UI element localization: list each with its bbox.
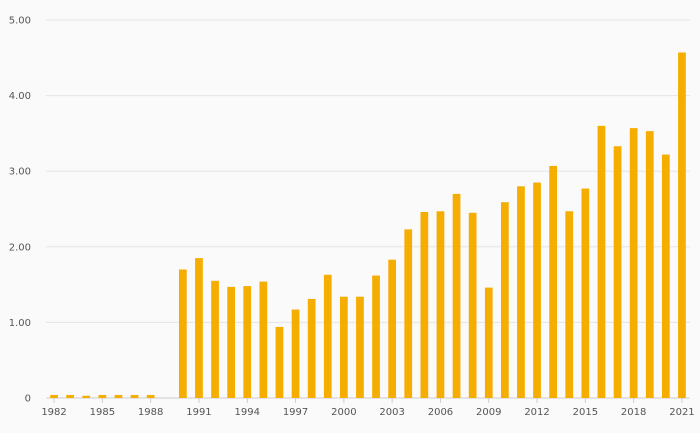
bar-2016: [597, 125, 606, 398]
bars: [50, 52, 686, 399]
x-tick-label: 2018: [621, 407, 646, 418]
y-tick-label: 2.00: [9, 242, 31, 253]
bar-2018: [629, 128, 638, 398]
bar-1993: [227, 286, 236, 398]
x-tick-label: 2006: [428, 407, 453, 418]
bar-1995: [259, 281, 268, 398]
bar-1982: [50, 394, 58, 398]
x-tick-label: 2003: [379, 407, 404, 418]
bar-1998: [307, 298, 316, 398]
bar-1994: [243, 286, 252, 398]
bar-2017: [613, 146, 622, 398]
bar-1999: [323, 274, 332, 398]
bar-2013: [549, 165, 558, 398]
y-tick-label: 3.00: [9, 167, 31, 178]
bar-1983: [66, 394, 75, 398]
bar-2019: [645, 131, 654, 398]
y-tick-label: 4.00: [9, 91, 31, 102]
bar-2004: [404, 229, 413, 398]
bar-1984: [82, 395, 91, 398]
y-tick-label: 1.00: [9, 318, 31, 329]
bar-2010: [500, 202, 509, 398]
bar-2003: [388, 259, 397, 398]
x-axis-ticks: 1982 1985 1988 1991 1994 1997 2000 2003 2006 2009…: [41, 398, 695, 418]
bar-1990: [178, 269, 187, 398]
x-tick-label: 1991: [186, 407, 211, 418]
bar-1991: [195, 258, 203, 398]
bar-1985: [98, 394, 107, 398]
y-axis-ticks: 0 1.00 2.00 3.00 4.00 5.00: [9, 16, 31, 405]
bar-2015: [581, 188, 590, 398]
bar-2006: [436, 211, 445, 398]
x-tick-label: 1994: [235, 407, 260, 418]
bar-1992: [211, 280, 219, 398]
x-tick-label: 1988: [138, 407, 163, 418]
x-tick-label: 1997: [283, 407, 308, 418]
bar-2021: [678, 52, 686, 399]
bar-1997: [291, 309, 300, 398]
bar-1986: [114, 394, 123, 398]
x-tick-label: 2021: [669, 407, 694, 418]
gridlines: [46, 19, 690, 399]
bar-2000: [339, 296, 348, 398]
bar-1988: [146, 394, 155, 398]
bar-2001: [356, 296, 364, 398]
bar-2011: [517, 186, 525, 398]
x-tick-label: 1982: [41, 407, 66, 418]
bar-2014: [565, 211, 574, 398]
bar-2005: [420, 212, 429, 398]
x-tick-label: 2000: [331, 407, 356, 418]
x-tick-label: 2012: [524, 407, 549, 418]
bar-1996: [275, 326, 284, 398]
x-tick-label: 2015: [573, 407, 598, 418]
bar-2020: [661, 154, 670, 398]
bar-2012: [533, 182, 541, 398]
x-tick-label: 1985: [90, 407, 115, 418]
bar-2009: [484, 287, 493, 398]
bar-2007: [452, 193, 461, 398]
y-tick-label: 0: [25, 394, 31, 405]
bar-2002: [372, 275, 380, 398]
y-tick-label: 5.00: [9, 16, 31, 27]
x-tick-label: 2009: [476, 407, 501, 418]
bar-1987: [130, 394, 139, 398]
bar-2008: [468, 212, 477, 398]
